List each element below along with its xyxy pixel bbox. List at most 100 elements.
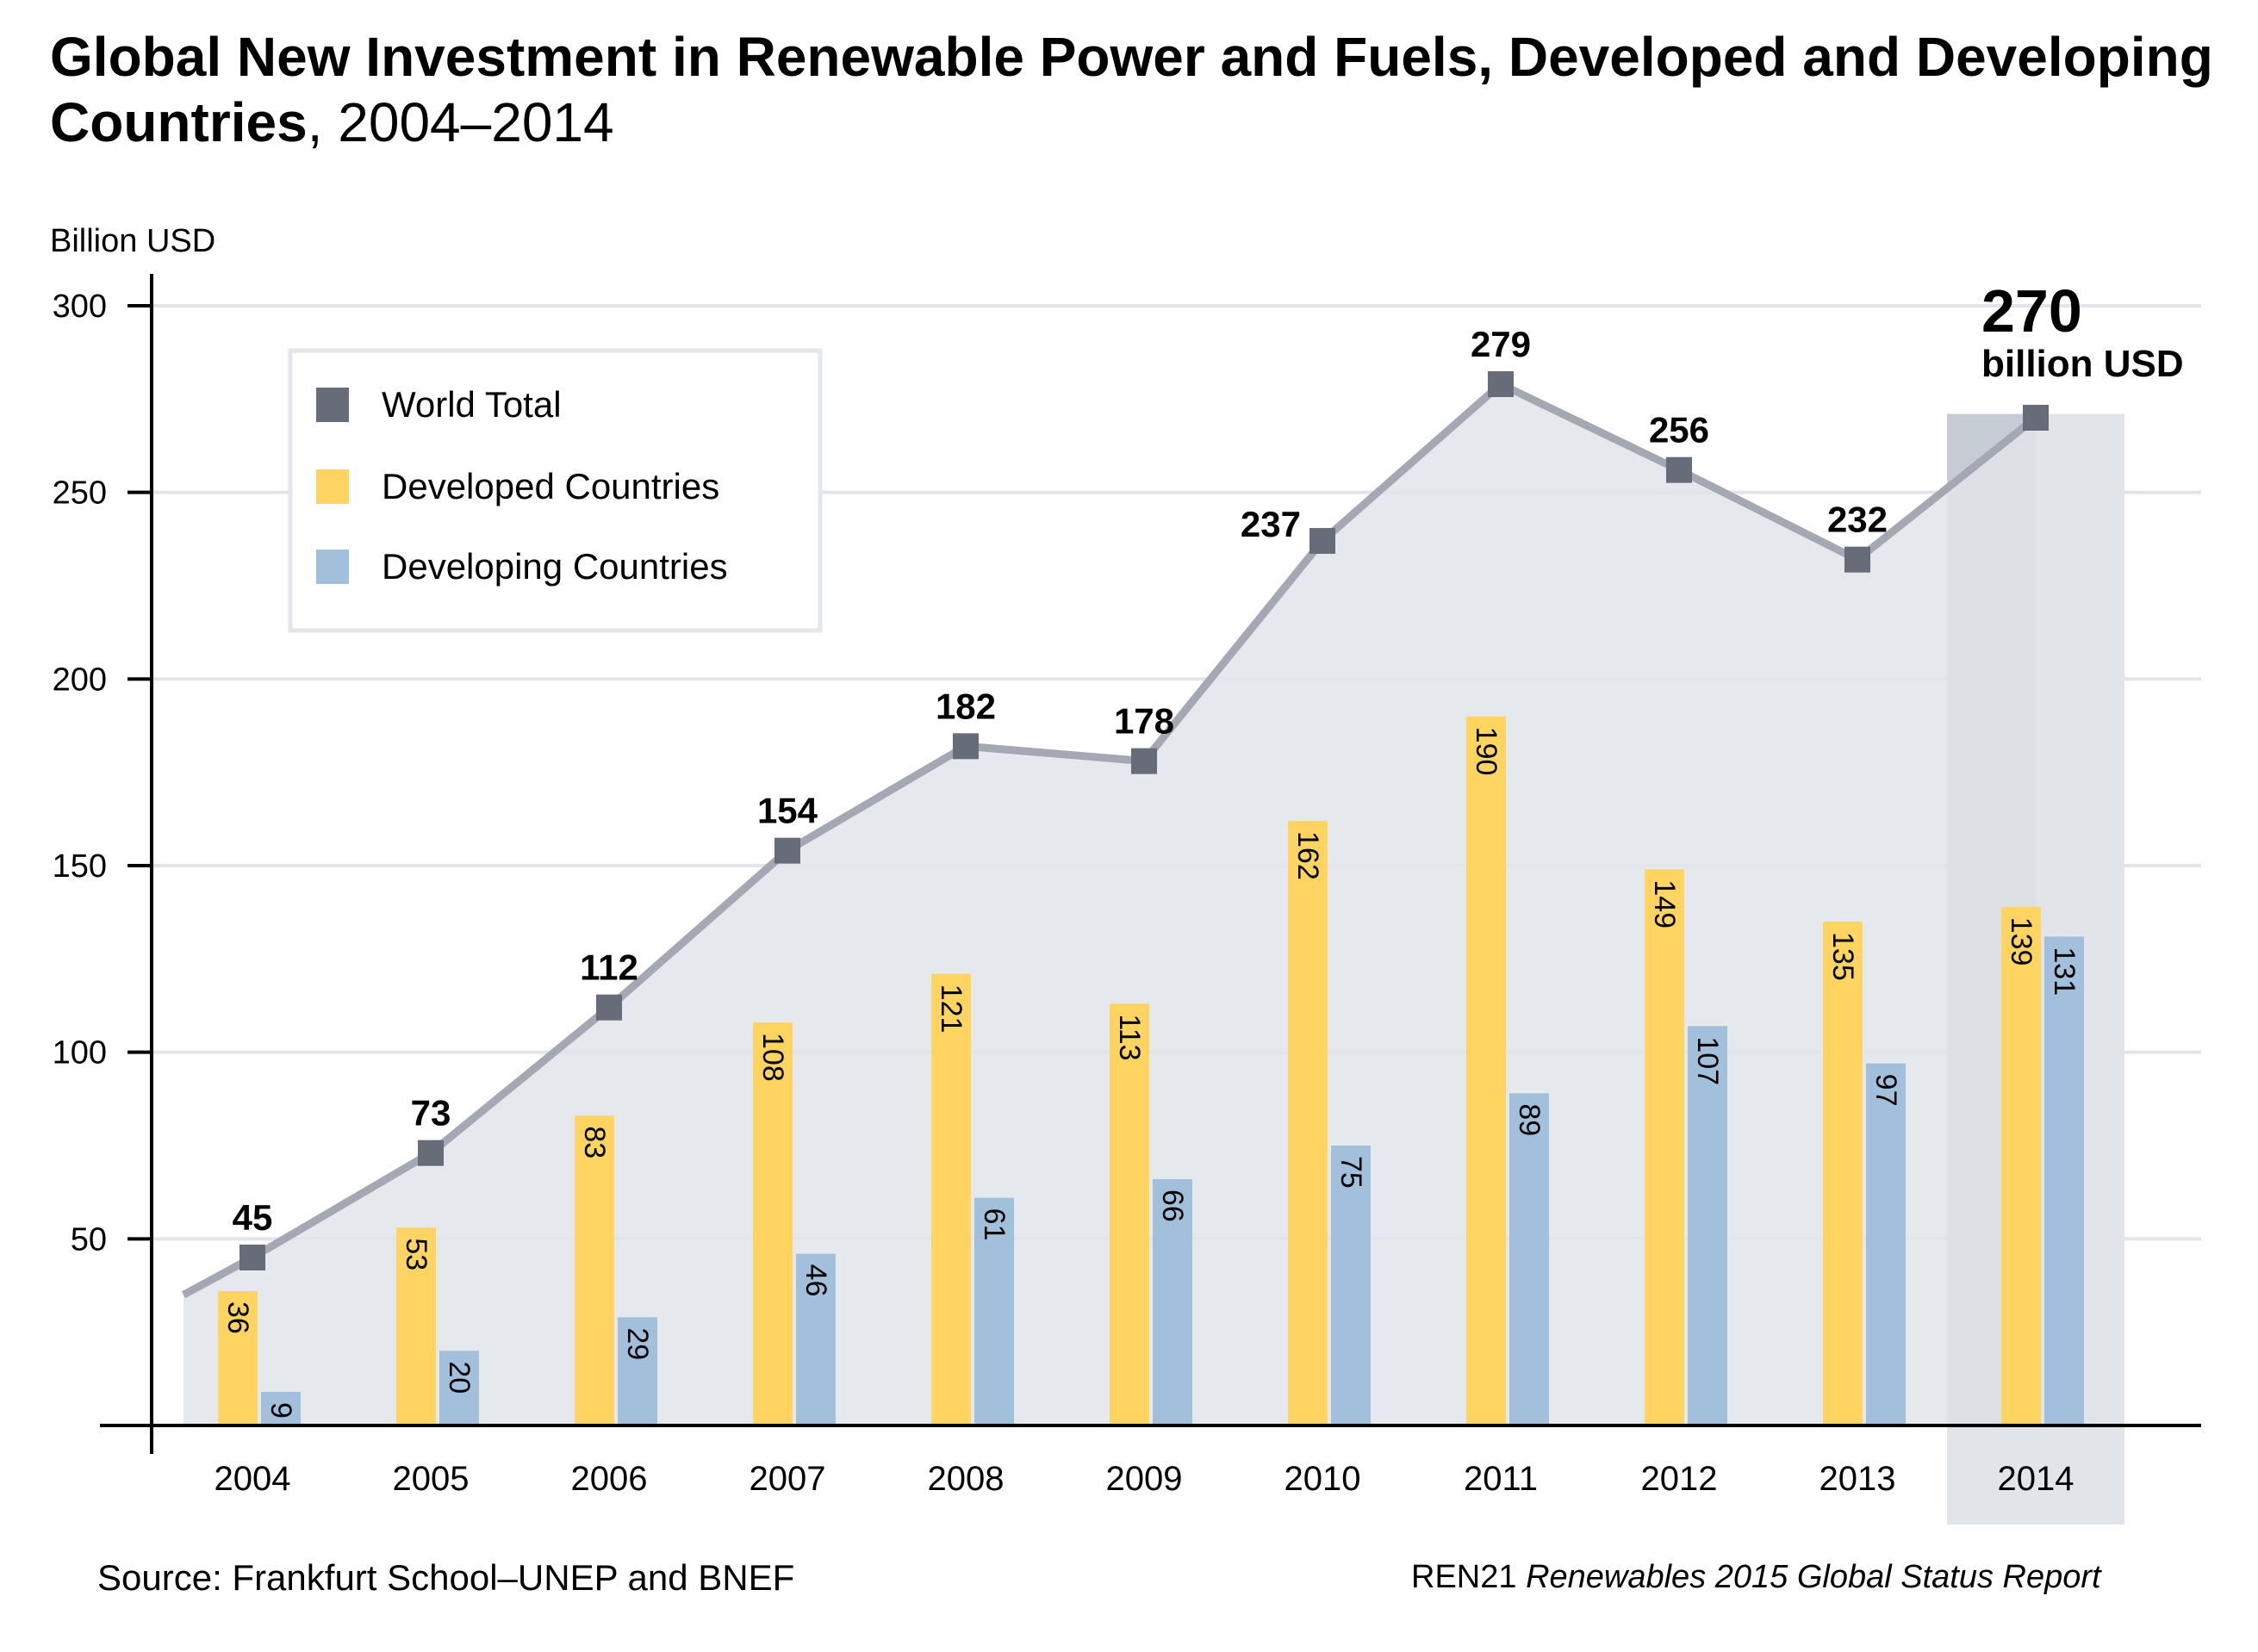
value-label-world-2008: 182 bbox=[936, 686, 996, 726]
world-total-area bbox=[184, 384, 2036, 1425]
bar-label-developing-2009: 66 bbox=[1156, 1189, 1189, 1222]
bar-label-developing-2012: 107 bbox=[1691, 1036, 1724, 1085]
source-note: Source: Frankfurt School–UNEP and BNEF bbox=[97, 1557, 795, 1598]
bar-label-developing-2006: 29 bbox=[621, 1327, 654, 1360]
x-tick-label-2010: 2010 bbox=[1285, 1460, 1361, 1498]
legend-swatch-2 bbox=[316, 550, 349, 584]
bar-label-developed-2004: 36 bbox=[221, 1301, 254, 1334]
bar-label-developed-2008: 121 bbox=[935, 984, 967, 1034]
bar-label-developing-2004: 9 bbox=[264, 1402, 297, 1419]
value-label-world-2007: 154 bbox=[757, 791, 818, 831]
bar-label-developing-2014: 131 bbox=[2048, 947, 2081, 996]
marker-world-2004 bbox=[239, 1245, 265, 1270]
marker-world-2014 bbox=[2023, 405, 2049, 431]
bar-developing-2012 bbox=[1688, 1026, 1727, 1425]
bar-developed-2010 bbox=[1288, 821, 1328, 1425]
marker-world-2011 bbox=[1488, 371, 1514, 397]
bar-developed-2011 bbox=[1466, 716, 1506, 1425]
marker-world-2009 bbox=[1131, 748, 1157, 774]
y-tick-label-300: 300 bbox=[53, 289, 107, 325]
legend-label-2: Developing Countries bbox=[382, 546, 728, 587]
y-tick-label-250: 250 bbox=[53, 475, 107, 512]
y-axis-label: Billion USD bbox=[50, 223, 215, 259]
bar-label-developed-2005: 53 bbox=[400, 1238, 432, 1270]
marker-world-2005 bbox=[418, 1140, 444, 1166]
bar-label-developed-2013: 135 bbox=[1826, 932, 1859, 981]
bar-label-developing-2007: 46 bbox=[799, 1264, 832, 1297]
bar-label-developed-2014: 139 bbox=[2005, 917, 2037, 966]
bar-developing-2008 bbox=[974, 1197, 1014, 1425]
report-title: Renewables 2015 Global Status Report bbox=[1526, 1559, 2101, 1595]
chart-title-comma: , bbox=[307, 91, 339, 153]
callout-unit: billion USD bbox=[1981, 343, 2184, 385]
x-tick-label-2006: 2006 bbox=[571, 1460, 648, 1498]
bar-developed-2007 bbox=[753, 1022, 793, 1425]
bar-label-developed-2007: 108 bbox=[756, 1033, 789, 1082]
y-tick-label-150: 150 bbox=[53, 848, 107, 885]
chart-title-years: 2004–2014 bbox=[338, 91, 614, 153]
report-credit: REN21 Renewables 2015 Global Status Repo… bbox=[1411, 1559, 2101, 1596]
legend-box bbox=[288, 348, 823, 633]
bar-label-developing-2013: 97 bbox=[1869, 1074, 1902, 1107]
x-tick-label-2014: 2014 bbox=[1998, 1460, 2074, 1498]
value-label-world-2010: 237 bbox=[1241, 504, 1301, 544]
legend-label-1: Developed Countries bbox=[382, 466, 719, 506]
bar-developed-2005 bbox=[396, 1227, 436, 1425]
bar-developed-2004 bbox=[218, 1291, 258, 1425]
bar-developing-2009 bbox=[1153, 1179, 1192, 1425]
value-label-world-2005: 73 bbox=[411, 1093, 451, 1133]
value-label-world-2013: 232 bbox=[1827, 500, 1888, 540]
marker-world-2008 bbox=[953, 733, 979, 760]
bar-developed-2008 bbox=[931, 973, 971, 1425]
bar-developed-2009 bbox=[1110, 1003, 1149, 1425]
bar-label-developing-2010: 75 bbox=[1334, 1156, 1367, 1189]
marker-world-2010 bbox=[1309, 528, 1335, 554]
callout-value: 270 bbox=[1981, 277, 2082, 345]
y-tick-label-100: 100 bbox=[53, 1035, 107, 1071]
value-label-world-2004: 45 bbox=[233, 1197, 273, 1238]
bar-label-developed-2012: 149 bbox=[1648, 879, 1681, 928]
bar-label-developed-2011: 190 bbox=[1470, 727, 1502, 776]
bar-developed-2006 bbox=[575, 1115, 614, 1425]
marker-world-2012 bbox=[1666, 456, 1692, 483]
world-total-line bbox=[181, 380, 2038, 1299]
value-label-world-2011: 279 bbox=[1471, 324, 1531, 364]
bar-label-developed-2006: 83 bbox=[578, 1126, 611, 1158]
bar-developing-2010 bbox=[1331, 1146, 1371, 1425]
value-label-world-2012: 256 bbox=[1649, 410, 1709, 450]
x-tick-label-2007: 2007 bbox=[750, 1460, 826, 1498]
bar-label-developing-2008: 61 bbox=[978, 1208, 1011, 1241]
x-tick-label-2009: 2009 bbox=[1106, 1460, 1183, 1498]
chart-title: Global New Investment in Renewable Power… bbox=[50, 24, 2221, 155]
x-tick-label-2008: 2008 bbox=[928, 1460, 1005, 1498]
bar-label-developing-2011: 89 bbox=[1513, 1103, 1546, 1136]
x-tick-label-2004: 2004 bbox=[215, 1460, 291, 1498]
bar-developing-2014 bbox=[2044, 936, 2084, 1425]
bar-developing-2011 bbox=[1509, 1093, 1549, 1425]
x-tick-label-2005: 2005 bbox=[393, 1460, 470, 1498]
y-tick-label-200: 200 bbox=[53, 661, 107, 698]
marker-world-2007 bbox=[774, 837, 800, 864]
bar-developing-2005 bbox=[439, 1351, 479, 1425]
bar-label-developed-2009: 113 bbox=[1113, 1014, 1146, 1060]
bar-developed-2014 bbox=[2001, 906, 2041, 1425]
y-tick-label-50: 50 bbox=[71, 1221, 107, 1258]
report-org: REN21 bbox=[1411, 1559, 1517, 1595]
bar-label-developing-2005: 20 bbox=[443, 1361, 476, 1394]
bar-developing-2013 bbox=[1866, 1063, 1906, 1425]
marker-world-2013 bbox=[1844, 546, 1870, 573]
x-tick-label-2013: 2013 bbox=[1819, 1460, 1896, 1498]
legend-swatch-0 bbox=[316, 388, 349, 422]
value-label-world-2009: 178 bbox=[1114, 701, 1174, 742]
value-label-world-2006: 112 bbox=[580, 947, 638, 988]
bar-label-developed-2010: 162 bbox=[1291, 831, 1324, 880]
legend-label-0: World Total bbox=[382, 384, 562, 425]
bar-developing-2004 bbox=[261, 1392, 301, 1425]
marker-world-2006 bbox=[596, 994, 622, 1021]
x-tick-label-2012: 2012 bbox=[1641, 1460, 1718, 1498]
bar-developing-2006 bbox=[618, 1317, 657, 1425]
bar-developed-2013 bbox=[1823, 922, 1863, 1425]
chart-title-main: Global New Investment in Renewable Power… bbox=[50, 26, 2213, 153]
x-tick-label-2011: 2011 bbox=[1464, 1460, 1538, 1498]
